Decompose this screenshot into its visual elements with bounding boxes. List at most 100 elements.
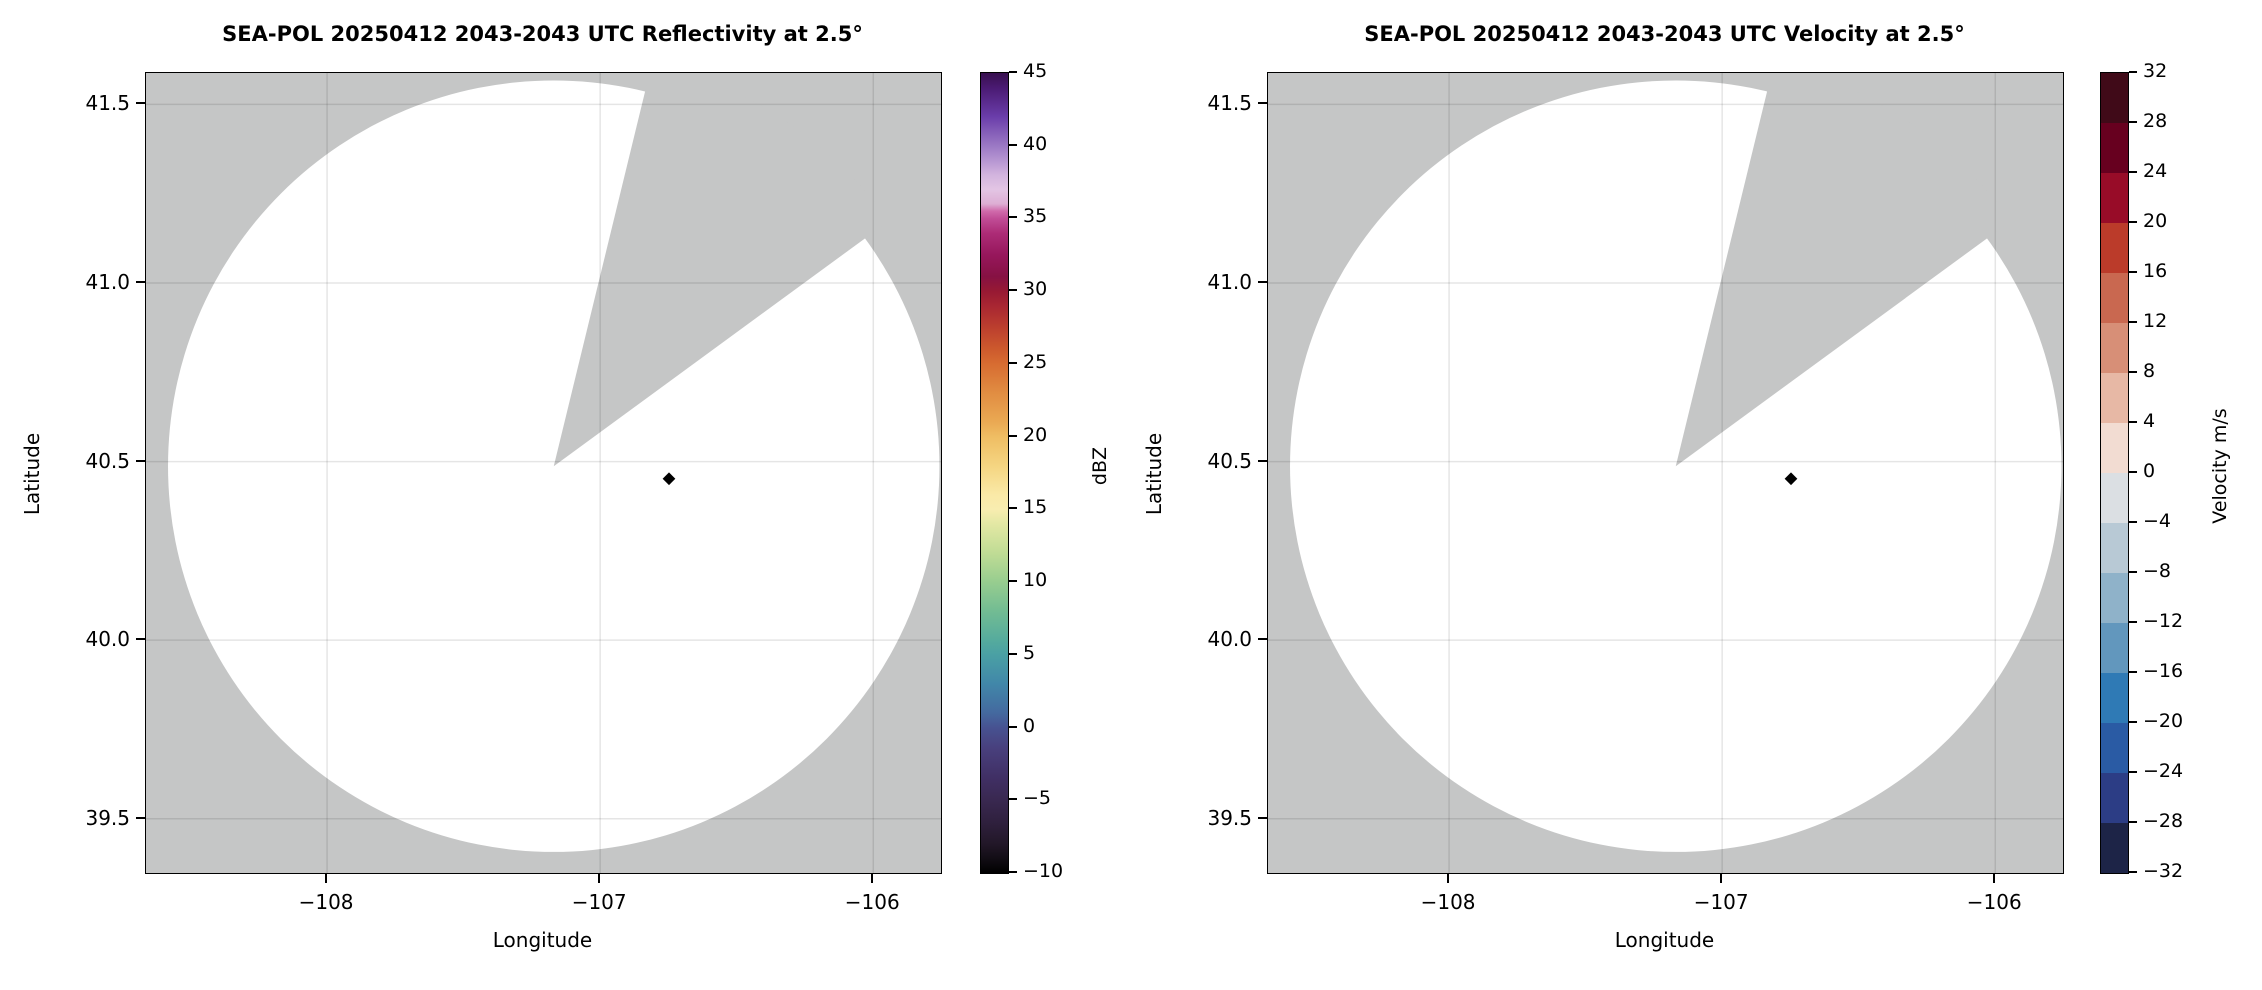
x-tick-label: −106 [1966,890,2022,914]
y-tick-mark [1258,638,1267,641]
x-axis-label-2: Longitude [1614,928,1715,952]
colorbar-tick-label: 24 [2143,160,2168,182]
y-tick-label: 41.0 [1207,270,1252,294]
colorbar-tick-label: −10 [1023,860,1064,882]
colorbar-tick-label: −24 [2143,760,2184,782]
colorbar-tick-mark [1009,798,1017,801]
colorbar-tick-mark [2129,221,2137,223]
reflectivity-plot-area [145,72,942,874]
y-axis-label-2: Latitude [1142,432,1166,516]
velocity-colorbar [2100,72,2129,874]
colorbar-tick-label: 40 [1023,132,1048,155]
colorbar-tick-mark [1009,361,1017,364]
colorbar-tick-mark [2129,721,2137,723]
y-tick-label: 41.0 [85,270,130,294]
y-tick-mark [136,102,145,105]
colorbar-tick-label: −20 [2143,710,2184,732]
x-tick-label: −108 [298,890,354,914]
y-axis-label: Latitude [20,432,44,516]
x-tick-label: −106 [844,890,900,914]
colorbar-tick-label: −8 [2143,560,2172,582]
colorbar-tick-label: 16 [2143,260,2168,282]
colorbar-tick-mark [2129,571,2137,573]
colorbar-tick-label: −32 [2143,860,2184,882]
y-tick-mark [136,638,145,641]
x-axis-label: Longitude [492,928,593,952]
x-tick-label: −107 [1693,890,1749,914]
colorbar-tick-mark [1009,143,1017,146]
colorbar-tick-mark [2129,121,2137,123]
colorbar-tick-mark [2129,871,2137,873]
colorbar-tick-mark [2129,421,2137,423]
y-tick-label: 41.5 [85,91,130,116]
colorbar-tick-label: 8 [2143,360,2156,382]
x-tick-mark [871,874,874,883]
page-title: SEA-POL 20250412 2043-2043 UTC Reflectiv… [222,22,863,46]
page-title-2: SEA-POL 20250412 2043-2043 UTC Velocity … [1364,22,1965,46]
colorbar-tick-label: −28 [2143,810,2184,832]
y-tick-label: 40.0 [1207,627,1252,652]
velocity-colorbar-label: Velocity m/s [2209,408,2231,524]
y-tick-mark [1258,459,1267,462]
colorbar-tick-label: 5 [1023,641,1036,664]
x-tick-mark [598,874,601,883]
colorbar-tick-mark [1009,580,1017,583]
y-tick-mark [1258,102,1267,105]
y-tick-mark [1258,816,1267,819]
colorbar-tick-mark [1009,871,1017,873]
colorbar-tick-label: 28 [2143,110,2168,132]
y-tick-mark [136,281,145,283]
reflectivity-colorbar-label: dBZ [1089,446,1111,486]
colorbar-tick-mark [1009,289,1017,292]
colorbar-tick-label: 10 [1023,569,1048,592]
colorbar-tick-mark [2129,471,2137,473]
colorbar-tick-mark [2129,171,2137,173]
colorbar-tick-label: 15 [1023,496,1048,519]
colorbar-tick-mark [2129,371,2137,373]
colorbar-tick-mark [2129,271,2137,273]
colorbar-tick-label: 0 [2143,460,2156,482]
colorbar-tick-mark [1009,71,1017,73]
colorbar-tick-label: 20 [2143,210,2168,232]
y-tick-mark [1258,281,1267,283]
colorbar-tick-mark [2129,821,2137,823]
colorbar-tick-mark [2129,71,2137,73]
colorbar-tick-label: −12 [2143,610,2184,632]
colorbar-tick-label: 32 [2143,60,2168,82]
colorbar-tick-label: 45 [1023,60,1048,82]
colorbar-tick-mark [1009,507,1017,510]
colorbar-tick-label: 30 [1023,278,1048,301]
colorbar-tick-mark [2129,321,2137,323]
colorbar-tick-label: 4 [2143,410,2156,432]
y-tick-mark [136,459,145,462]
colorbar-tick-label: −4 [2143,510,2172,532]
colorbar-tick-mark [2129,671,2137,673]
x-tick-label: −107 [571,890,627,914]
y-tick-label: 39.5 [85,805,130,830]
velocity-plot-area [1267,72,2064,874]
colorbar-tick-mark [1009,652,1017,655]
colorbar-tick-mark [2129,771,2137,773]
y-tick-label: 40.5 [1207,448,1252,473]
colorbar-tick-label: −5 [1023,787,1052,810]
x-tick-mark [325,874,328,883]
colorbar-tick-label: 20 [1023,423,1048,446]
colorbar-tick-label: 0 [1023,714,1036,737]
reflectivity-colorbar [980,72,1009,874]
colorbar-tick-label: 12 [2143,310,2168,332]
x-tick-label: −108 [1420,890,1476,914]
y-tick-label: 39.5 [1207,805,1252,830]
x-tick-mark [1993,874,1996,883]
colorbar-tick-mark [1009,725,1017,728]
colorbar-tick-label: −16 [2143,660,2184,682]
colorbar-tick-mark [1009,216,1017,219]
y-tick-label: 40.0 [85,627,130,652]
colorbar-tick-mark [2129,521,2137,523]
y-tick-mark [136,816,145,819]
y-tick-label: 40.5 [85,448,130,473]
y-tick-label: 41.5 [1207,91,1252,116]
colorbar-tick-mark [2129,621,2137,623]
colorbar-tick-label: 35 [1023,205,1048,228]
x-tick-mark [1447,874,1450,883]
